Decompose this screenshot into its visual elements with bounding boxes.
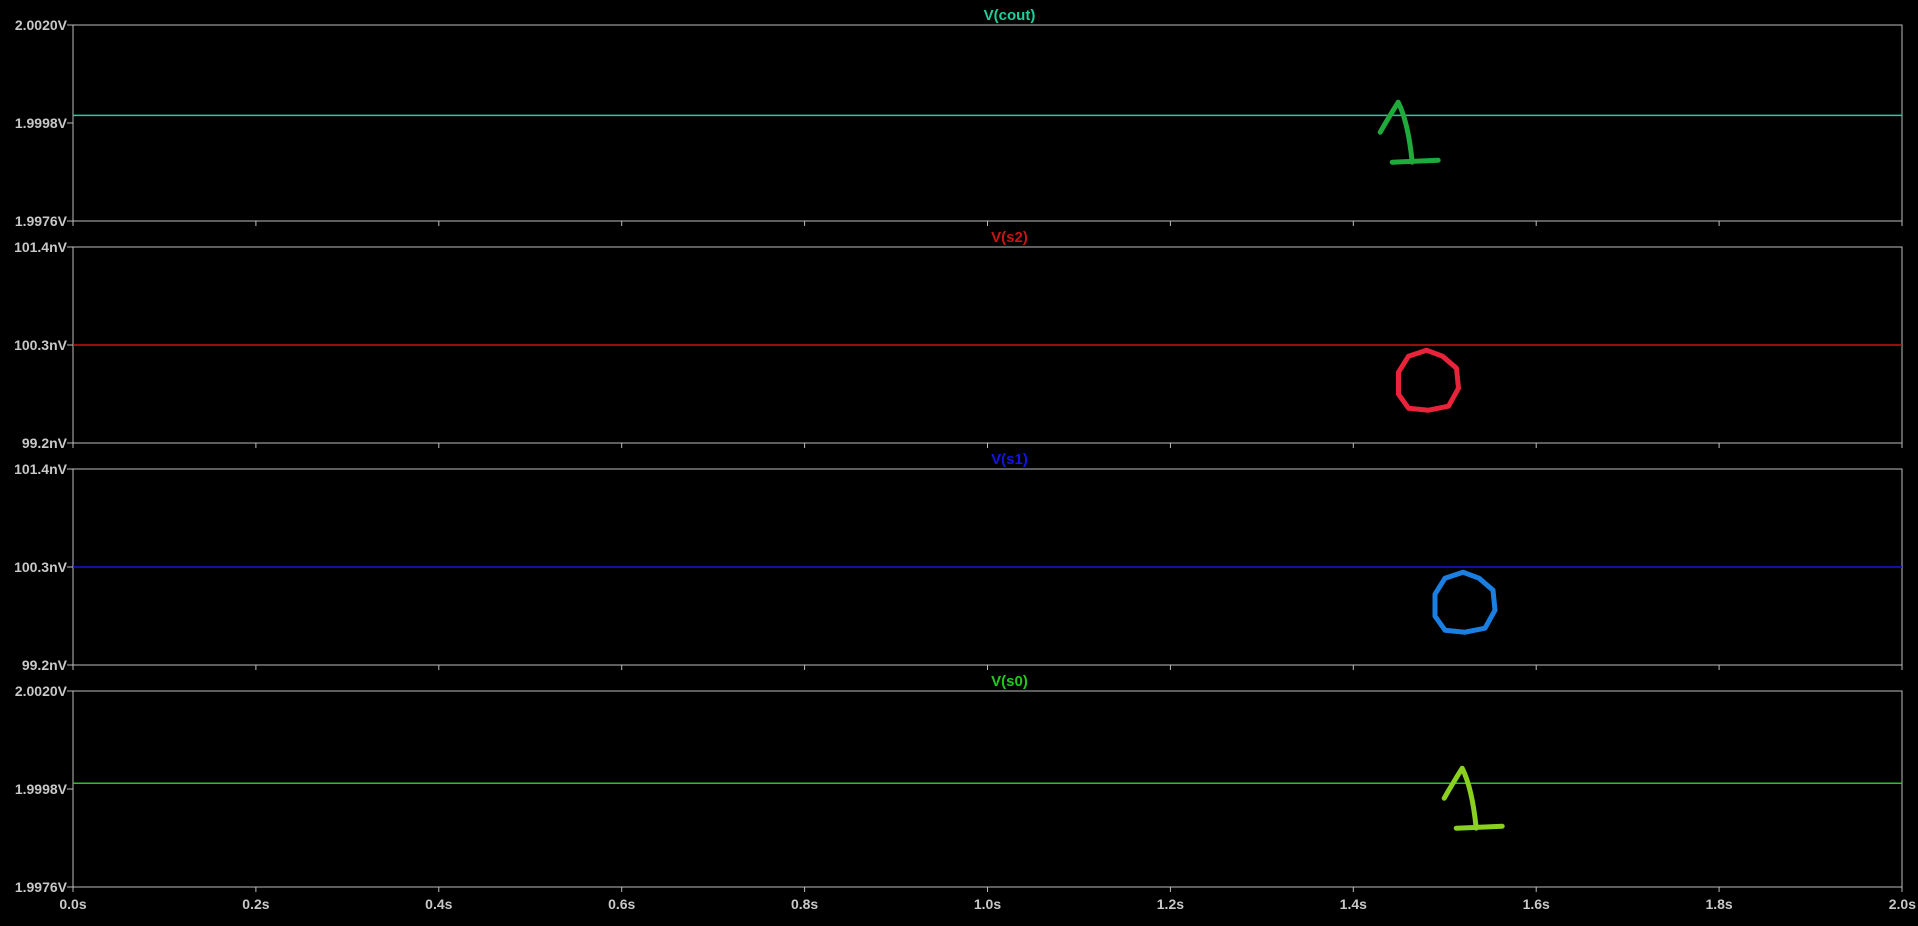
pane-title: V(s2) xyxy=(991,229,1028,246)
pane-0: V(cout) 2.0020V 1.9998V 1.9976V xyxy=(15,7,1903,229)
plot-panes: V(cout) 2.0020V 1.9998V 1.9976V V(s2) 101.4nV… xyxy=(14,7,1903,895)
handwritten-annotations xyxy=(1377,99,1505,831)
y-tick-label: 99.2nV xyxy=(22,657,68,673)
x-tick-label: 2.0s xyxy=(1889,896,1916,912)
x-tick-label: 0.0s xyxy=(59,896,86,912)
y-tick-label: 2.0020V xyxy=(15,17,68,33)
handwritten-one xyxy=(1441,765,1505,831)
y-tick-label: 2.0020V xyxy=(15,683,68,699)
y-tick-label: 1.9976V xyxy=(15,213,68,229)
x-tick-label: 0.8s xyxy=(791,896,818,912)
pane-2: V(s1) 101.4nV 100.3nV 99.2nV xyxy=(14,451,1903,673)
x-tick-label: 0.2s xyxy=(242,896,269,912)
y-tick-label: 99.2nV xyxy=(22,435,68,451)
pane-3: V(s0) 2.0020V 1.9998V 1.9976V xyxy=(15,673,1903,895)
y-tick-label: 100.3nV xyxy=(14,559,68,575)
x-tick-label: 0.4s xyxy=(425,896,452,912)
pane-1: V(s2) 101.4nV 100.3nV 99.2nV xyxy=(14,229,1903,451)
y-tick-label: 101.4nV xyxy=(14,239,68,255)
x-tick-label: 1.0s xyxy=(974,896,1001,912)
annotation-0 xyxy=(1377,99,1441,165)
annotation-3 xyxy=(1441,765,1505,831)
annotation-2 xyxy=(1432,569,1498,635)
handwritten-one xyxy=(1377,99,1441,165)
x-tick-label: 0.6s xyxy=(608,896,635,912)
handwritten-zero xyxy=(1432,569,1498,635)
annotation-1 xyxy=(1396,347,1461,413)
y-tick-label: 100.3nV xyxy=(14,337,68,353)
x-tick-label: 1.6s xyxy=(1523,896,1550,912)
y-tick-label: 101.4nV xyxy=(14,461,68,477)
x-tick-label: 1.2s xyxy=(1157,896,1184,912)
x-tick-label: 1.8s xyxy=(1705,896,1732,912)
pane-title: V(s0) xyxy=(991,673,1028,690)
x-tick-label: 1.4s xyxy=(1340,896,1367,912)
handwritten-zero xyxy=(1396,347,1461,413)
y-tick-label: 1.9976V xyxy=(15,879,68,895)
pane-title: V(cout) xyxy=(984,7,1036,24)
pane-title: V(s1) xyxy=(991,451,1028,468)
y-tick-label: 1.9998V xyxy=(15,115,68,131)
y-tick-label: 1.9998V xyxy=(15,781,68,797)
time-axis: 0.0s 0.2s 0.4s 0.6s 0.8s 1.0s 1.2s 1.4s 1.6s 1.8s… xyxy=(59,896,1916,912)
